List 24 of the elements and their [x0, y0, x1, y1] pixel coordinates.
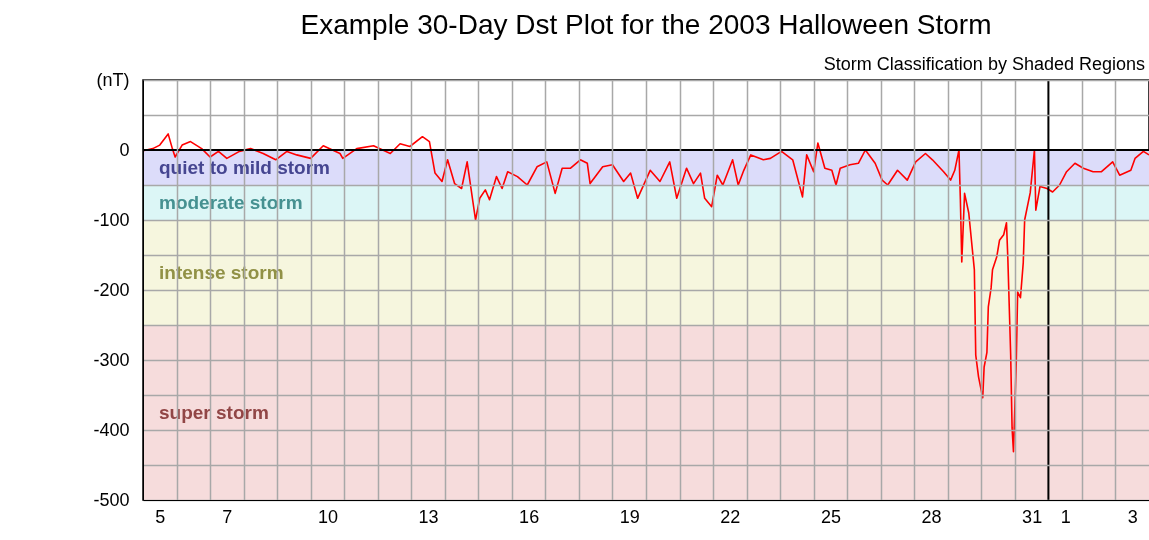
y-tick-label: -300 — [93, 349, 130, 370]
band-label: super storm — [159, 401, 269, 423]
x-tick-label: 16 — [519, 506, 540, 527]
x-tick-label: 28 — [921, 506, 942, 527]
x-tick-label: 1 — [1060, 506, 1071, 527]
y-tick-label: -100 — [93, 209, 130, 230]
chart-subtitle: Storm Classification by Shaded Regions — [823, 54, 1145, 74]
x-tick-label: 22 — [720, 506, 741, 527]
chart-title: Example 30-Day Dst Plot for the 2003 Halloween Storm — [300, 9, 992, 40]
x-tick-label: 25 — [820, 506, 841, 527]
y-tick-label: (nT) — [96, 69, 130, 90]
y-tick-label: -400 — [93, 419, 130, 440]
y-tick-label: -200 — [93, 279, 130, 300]
x-tick-label: 3 — [1127, 506, 1138, 527]
x-tick-label: 31 — [1022, 506, 1043, 527]
x-tick-label: 19 — [619, 506, 640, 527]
y-tick-label: 0 — [119, 139, 130, 160]
y-tick-label: -500 — [93, 489, 130, 510]
x-tick-label: 5 — [155, 506, 166, 527]
x-tick-label: 13 — [418, 506, 439, 527]
band-label: quiet to mild storm — [159, 156, 330, 178]
x-tick-label: 7 — [222, 506, 233, 527]
band-label: moderate storm — [159, 191, 303, 213]
x-tick-label: 10 — [317, 506, 338, 527]
